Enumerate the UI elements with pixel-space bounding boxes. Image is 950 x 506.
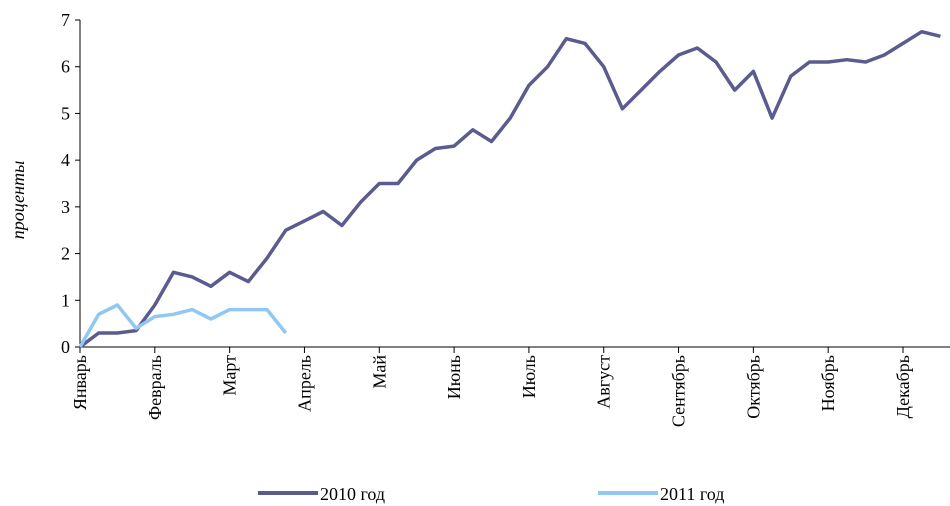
x-tick-label: Июнь bbox=[444, 355, 464, 399]
y-tick-label: 5 bbox=[61, 103, 70, 123]
line-series bbox=[78, 303, 288, 348]
y-tick-label: 4 bbox=[61, 150, 70, 170]
x-tick-label: Ноябрь bbox=[818, 355, 838, 411]
x-tick-label: Июль bbox=[519, 355, 539, 398]
x-tick-label: Март bbox=[220, 355, 240, 396]
x-tick-label: Декабрь bbox=[893, 355, 913, 418]
y-tick-label: 6 bbox=[61, 57, 70, 77]
y-tick-label: 0 bbox=[61, 337, 70, 357]
y-tick-label: 2 bbox=[61, 244, 70, 264]
x-tick-label: Май bbox=[369, 355, 389, 389]
y-tick-label: 7 bbox=[61, 10, 70, 30]
x-tick-label: Февраль bbox=[145, 355, 165, 420]
legend-label: 2010 год bbox=[320, 484, 385, 504]
legend-label: 2011 год bbox=[660, 484, 724, 504]
y-tick-label: 3 bbox=[61, 197, 70, 217]
x-tick-label: Январь bbox=[70, 355, 90, 410]
x-tick-label: Август bbox=[594, 355, 614, 409]
x-tick-label: Сентябрь bbox=[669, 355, 689, 427]
line-series bbox=[78, 29, 941, 349]
y-tick-label: 1 bbox=[61, 290, 70, 310]
x-tick-label: Апрель bbox=[294, 355, 314, 412]
x-tick-label: Октябрь bbox=[743, 355, 763, 419]
y-axis-label: проценты bbox=[8, 161, 28, 240]
